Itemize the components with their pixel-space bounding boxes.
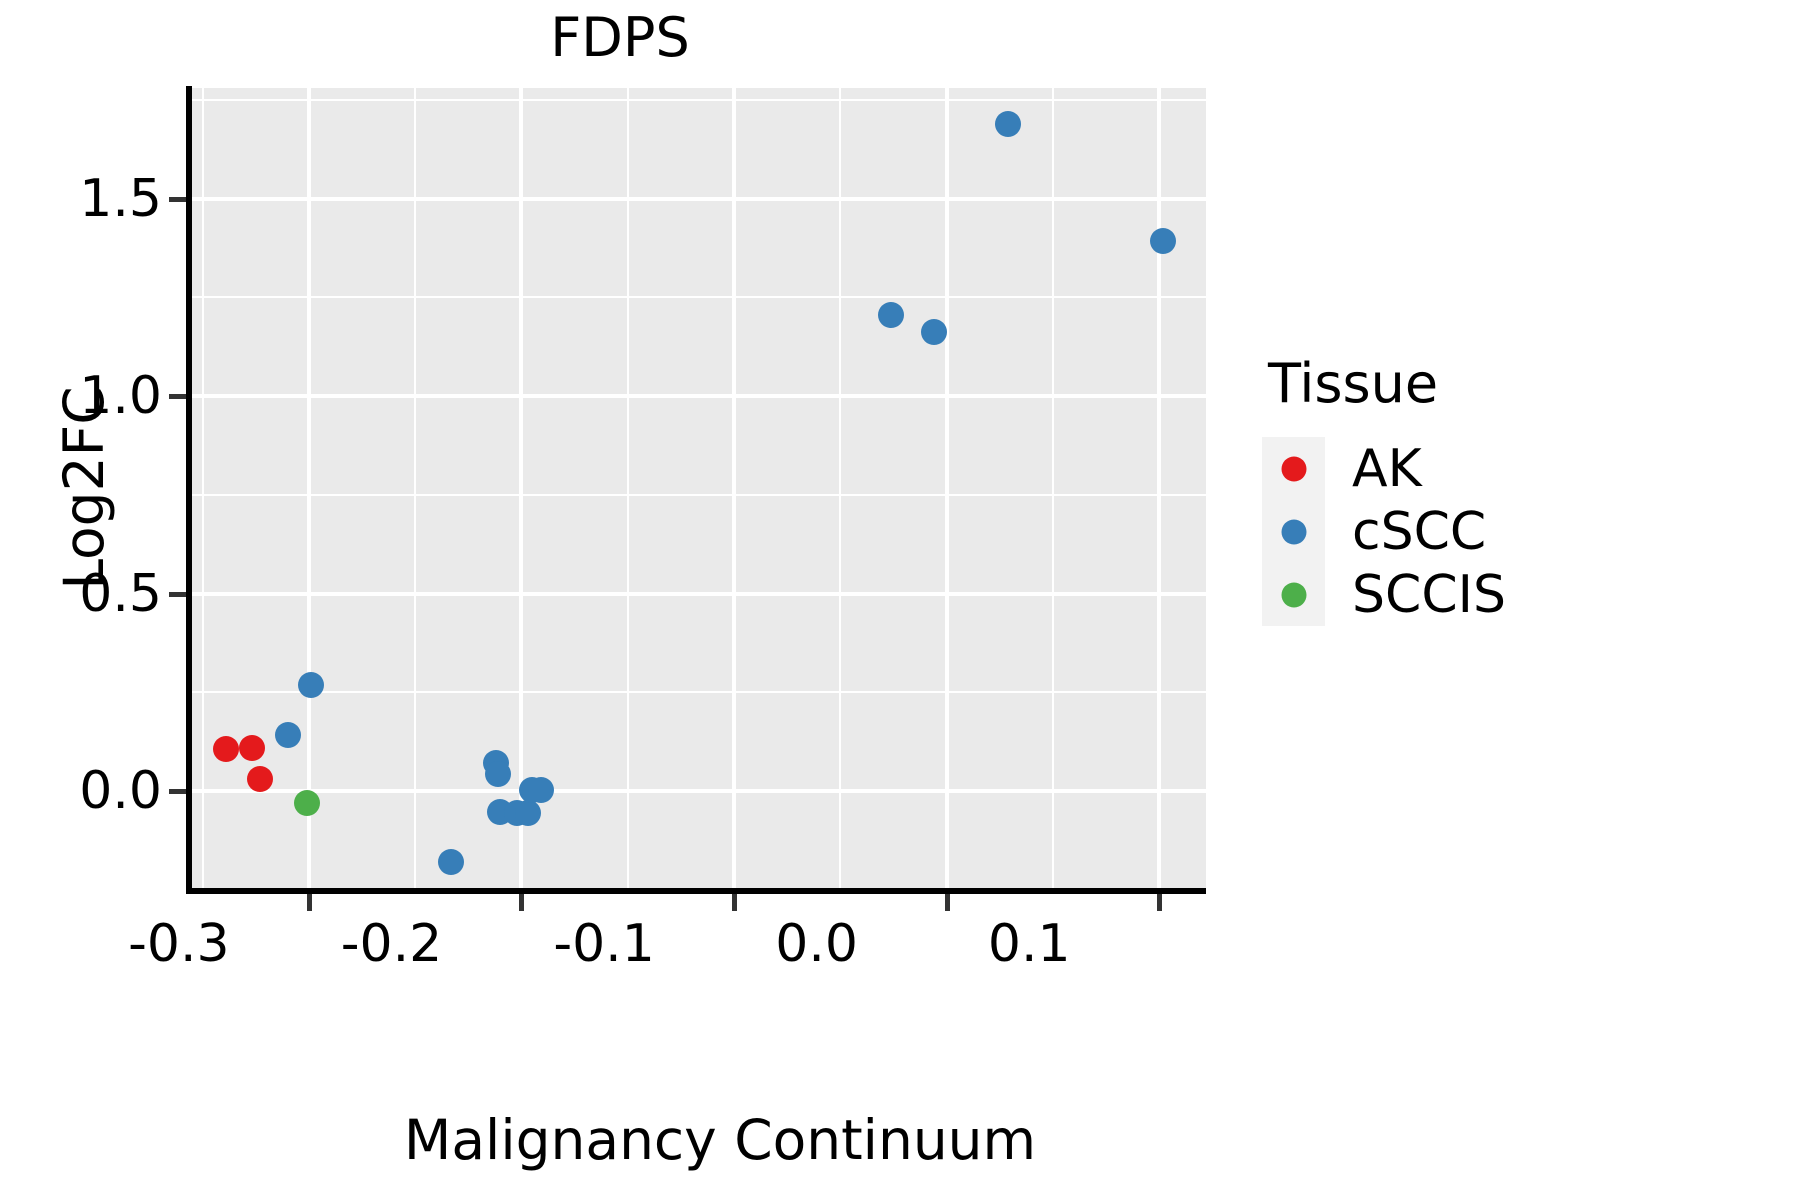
grid-line-major-vertical bbox=[519, 88, 524, 888]
grid-line-major-vertical bbox=[732, 88, 737, 888]
x-axis-tick bbox=[1157, 894, 1163, 911]
y-axis-tick-label: 1.0 bbox=[79, 366, 162, 427]
legend-item-sccis[interactable]: SCCIS bbox=[1262, 563, 1732, 626]
data-point bbox=[298, 671, 325, 698]
x-axis-tick bbox=[519, 894, 525, 911]
y-axis-title: Log2FC bbox=[52, 386, 116, 590]
legend-item-label: cSCC bbox=[1352, 501, 1487, 562]
legend-title: Tissue bbox=[1268, 352, 1439, 415]
grid-line-minor-vertical bbox=[626, 88, 629, 888]
grid-line-minor-vertical bbox=[414, 88, 417, 888]
data-point bbox=[247, 765, 274, 792]
y-axis-tick-label: 1.5 bbox=[79, 168, 162, 229]
x-axis-tick bbox=[732, 894, 738, 911]
grid-line-minor-horizontal bbox=[192, 98, 1206, 101]
x-axis-tick-label: -0.1 bbox=[553, 914, 655, 974]
grid-line-minor-vertical bbox=[839, 88, 842, 888]
grid-line-minor-vertical bbox=[1051, 88, 1054, 888]
grid-line-minor-vertical bbox=[201, 88, 204, 888]
y-axis-tick-label: 0.0 bbox=[79, 761, 162, 822]
legend-key-swatch bbox=[1262, 437, 1325, 500]
x-axis-tick bbox=[944, 894, 950, 911]
legend: Tissue AK cSCC SCCIS bbox=[1262, 352, 1732, 626]
grid-line-major-horizontal bbox=[192, 789, 1206, 794]
grid-line-minor-horizontal bbox=[192, 493, 1206, 496]
x-axis-tick-label: 0.0 bbox=[775, 914, 858, 974]
legend-dot-icon bbox=[1281, 582, 1306, 607]
data-point bbox=[274, 721, 301, 748]
page-title: FDPS bbox=[550, 6, 690, 69]
grid-line-major-vertical bbox=[306, 88, 311, 888]
x-axis-tick-label: -0.3 bbox=[128, 914, 230, 974]
grid-line-major-horizontal bbox=[192, 196, 1206, 201]
data-point bbox=[514, 800, 541, 827]
data-point bbox=[920, 319, 947, 346]
data-point bbox=[213, 735, 239, 762]
data-point bbox=[485, 761, 512, 788]
legend-dot-icon bbox=[1281, 519, 1306, 544]
x-axis-line bbox=[186, 888, 1206, 894]
grid-line-major-vertical bbox=[944, 88, 949, 888]
grid-line-major-horizontal bbox=[192, 394, 1206, 399]
legend-key-swatch bbox=[1262, 563, 1325, 626]
grid-line-minor-horizontal bbox=[192, 691, 1206, 694]
data-point bbox=[238, 734, 265, 761]
legend-dot-icon bbox=[1281, 456, 1306, 481]
x-axis-title: Malignancy Continuum bbox=[403, 1108, 1037, 1172]
grid-line-minor-horizontal bbox=[192, 296, 1206, 299]
data-point bbox=[293, 790, 320, 817]
x-axis-tick-label: 0.1 bbox=[987, 914, 1071, 974]
data-point bbox=[527, 776, 554, 803]
data-point bbox=[995, 111, 1022, 138]
grid-line-major-horizontal bbox=[192, 591, 1206, 596]
legend-item-ak[interactable]: AK bbox=[1262, 437, 1732, 500]
data-point bbox=[1150, 228, 1177, 255]
grid-line-major-vertical bbox=[1157, 88, 1162, 888]
legend-key-swatch bbox=[1262, 500, 1325, 563]
x-axis-tick-label: -0.2 bbox=[340, 914, 443, 974]
legend-item-label: SCCIS bbox=[1352, 564, 1506, 625]
data-point bbox=[438, 849, 465, 876]
legend-entries: AK cSCC SCCIS bbox=[1262, 437, 1732, 626]
y-axis-tick-label: 0.5 bbox=[79, 563, 162, 624]
legend-item-label: AK bbox=[1352, 438, 1422, 499]
y-axis-tick bbox=[169, 394, 186, 400]
x-axis-tick bbox=[306, 894, 312, 911]
legend-item-cscc[interactable]: cSCC bbox=[1262, 500, 1732, 563]
y-axis-tick bbox=[169, 789, 186, 795]
plot-panel bbox=[192, 88, 1206, 888]
y-axis-line bbox=[186, 86, 192, 892]
data-point bbox=[878, 302, 905, 329]
y-axis-tick bbox=[169, 196, 186, 202]
y-axis-tick bbox=[169, 591, 186, 597]
